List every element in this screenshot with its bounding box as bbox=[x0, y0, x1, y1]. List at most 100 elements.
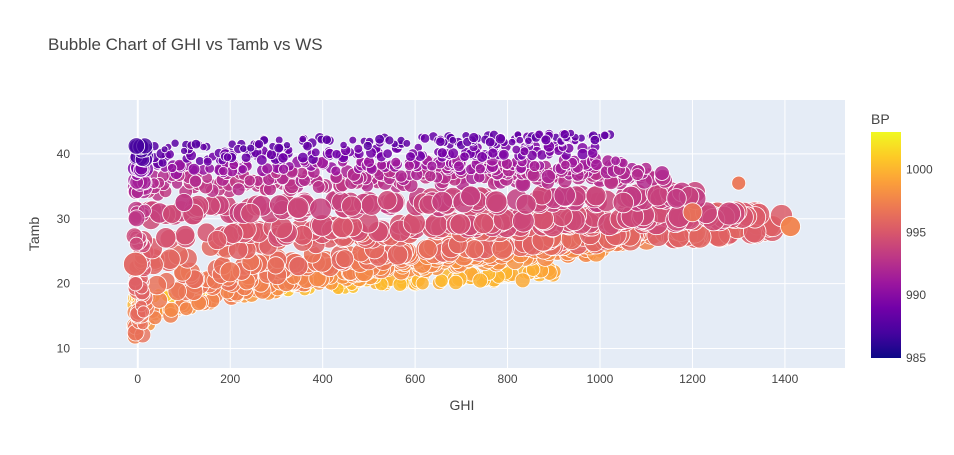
bubble-point bbox=[298, 134, 307, 144]
bubble-point bbox=[127, 209, 146, 228]
bubble-point bbox=[353, 143, 364, 154]
bubble-point bbox=[188, 174, 202, 188]
bubble-point bbox=[374, 133, 385, 145]
bubble-point bbox=[123, 251, 148, 277]
bubble-point bbox=[540, 168, 556, 184]
bubble-point bbox=[417, 239, 438, 260]
colorbar-tick-label: 995 bbox=[906, 225, 926, 239]
bubble-point bbox=[436, 147, 448, 159]
bubble-point bbox=[484, 136, 496, 148]
x-tick-label: 1000 bbox=[587, 372, 614, 386]
bubble-point bbox=[207, 230, 228, 251]
bubble-point bbox=[218, 166, 229, 177]
bubble-point bbox=[362, 140, 373, 151]
bubble-point bbox=[472, 272, 489, 289]
bubble-point bbox=[277, 152, 289, 164]
bubble-point bbox=[431, 191, 454, 213]
bubble-point bbox=[497, 148, 510, 161]
colorbar-tick-label: 1000 bbox=[906, 163, 933, 177]
bubble-point bbox=[377, 190, 398, 211]
x-tick-label: 400 bbox=[313, 372, 333, 386]
bubble-point bbox=[180, 146, 189, 155]
y-axis-label: Tamb bbox=[26, 217, 42, 251]
bubble-point bbox=[524, 136, 533, 145]
x-tick-labels: 0 200 400 600 800 1000 1200 1400 bbox=[134, 372, 798, 386]
bubble-point bbox=[219, 261, 241, 283]
x-tick-label: 200 bbox=[220, 372, 240, 386]
bubble-point bbox=[246, 143, 256, 153]
y-tick-labels: 10 20 30 40 bbox=[57, 147, 71, 356]
bubble-point bbox=[287, 196, 310, 219]
bubble-point bbox=[170, 138, 180, 148]
bubble-point bbox=[128, 236, 144, 252]
y-tick-label: 40 bbox=[57, 147, 71, 161]
bubble-point bbox=[390, 156, 402, 168]
bubble-point bbox=[424, 213, 448, 237]
bubble-point bbox=[415, 276, 430, 291]
bubble-point bbox=[514, 272, 531, 289]
bubble-point bbox=[511, 144, 522, 155]
bubble-point bbox=[600, 130, 610, 141]
bubble-point bbox=[468, 132, 480, 144]
bubble-point bbox=[402, 139, 412, 148]
bubble-point bbox=[559, 129, 570, 140]
bubble-point bbox=[240, 202, 261, 224]
colorbar-title: BP bbox=[871, 111, 890, 127]
bubble-point bbox=[222, 152, 233, 162]
y-tick-label: 10 bbox=[57, 342, 71, 356]
bubble-point bbox=[654, 165, 670, 181]
bubble-point bbox=[403, 160, 415, 172]
bubble-point bbox=[160, 145, 169, 154]
bubble-point bbox=[157, 157, 168, 168]
bubble-point bbox=[435, 136, 446, 147]
x-tick-label: 0 bbox=[134, 372, 141, 386]
bubble-point bbox=[560, 159, 571, 171]
x-tick-label: 1400 bbox=[772, 372, 799, 386]
bubble-point bbox=[449, 213, 471, 235]
bubble-point bbox=[682, 202, 703, 223]
bubble-point bbox=[187, 162, 201, 176]
bubble-point bbox=[589, 134, 601, 146]
x-tick-label: 1200 bbox=[679, 372, 706, 386]
x-tick-label: 600 bbox=[405, 372, 425, 386]
bubble-point bbox=[447, 147, 460, 160]
x-axis-label: GHI bbox=[450, 397, 475, 413]
bubble-point bbox=[731, 175, 747, 191]
bubble-point bbox=[780, 216, 801, 237]
bubble-point bbox=[576, 148, 589, 161]
bubble-point bbox=[405, 151, 416, 162]
colorbar-tick-labels: 985 990 995 1000 bbox=[906, 163, 933, 365]
bubble-point bbox=[310, 147, 321, 158]
bubble-point bbox=[174, 193, 194, 212]
bubble-point bbox=[387, 244, 409, 266]
bubble-point bbox=[288, 256, 309, 277]
y-tick-label: 20 bbox=[57, 277, 71, 291]
bubble-point bbox=[163, 301, 180, 318]
bubble-point bbox=[473, 213, 495, 235]
bubble-point bbox=[474, 163, 486, 175]
bubble-point bbox=[426, 160, 438, 172]
bubble-point bbox=[494, 133, 506, 145]
bubble-point bbox=[239, 144, 248, 153]
bubble-point bbox=[464, 239, 485, 259]
bubble-point bbox=[448, 136, 457, 145]
bubble-point bbox=[128, 276, 144, 292]
bubble-point bbox=[590, 158, 603, 171]
bubble-point bbox=[424, 170, 437, 183]
bubble-point bbox=[515, 193, 537, 215]
bubble-point bbox=[311, 180, 326, 194]
bubble-point bbox=[231, 182, 246, 197]
bubble-point bbox=[610, 155, 621, 167]
bubble-point bbox=[717, 201, 741, 226]
bubble-point bbox=[487, 147, 499, 159]
bubble-point bbox=[302, 140, 313, 152]
bubble-point bbox=[666, 188, 687, 209]
bubble-point bbox=[507, 137, 517, 147]
bubble-point bbox=[309, 197, 332, 221]
bubble-point bbox=[321, 134, 332, 145]
bubble-point bbox=[459, 151, 470, 162]
colorbar bbox=[871, 132, 901, 358]
bubble-point bbox=[485, 190, 508, 213]
